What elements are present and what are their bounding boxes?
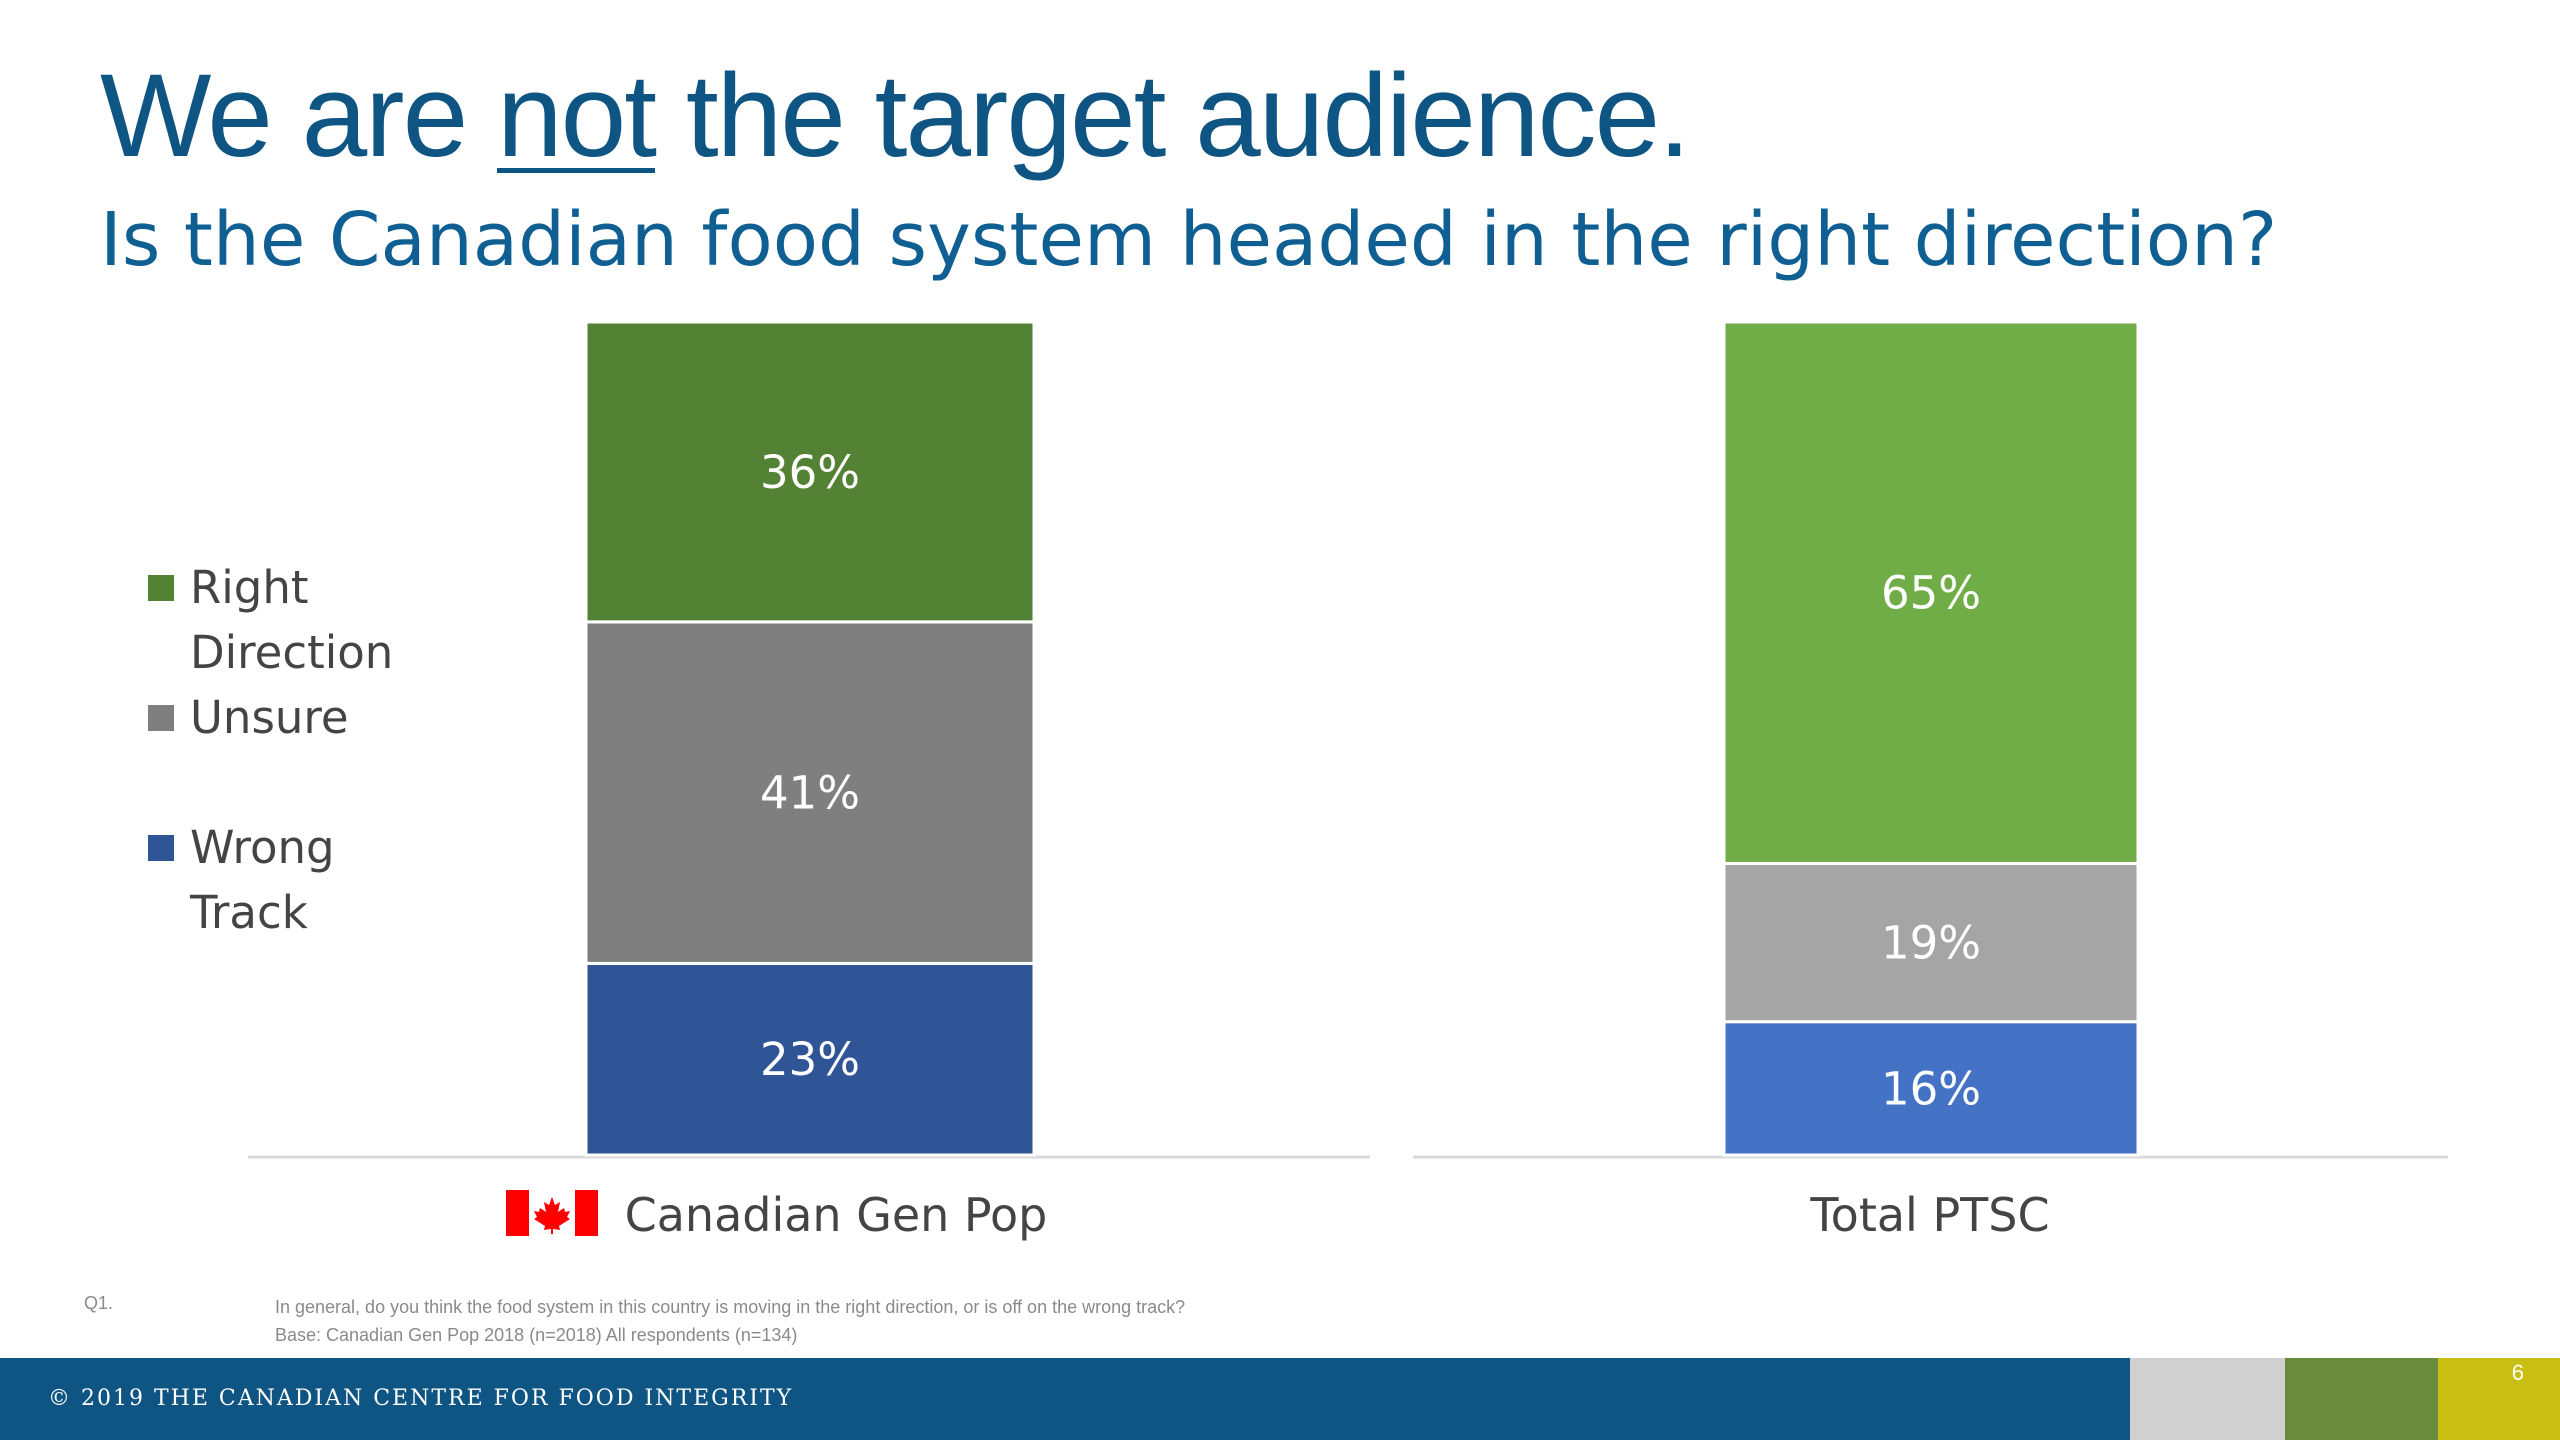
slide-title: We are not the target audience.	[100, 50, 1691, 182]
legend-label: Right Direction	[190, 561, 394, 679]
stacked-bar-chart: 23% 41% 36% Canadian Gen Pop 16% 19% 65% Total …	[248, 320, 2448, 1242]
title-emphasis: not	[496, 50, 657, 182]
title-post: the target audience.	[655, 50, 1691, 182]
footer-bar: © 2019 THE CANADIAN CENTRE FOR FOOD INTE…	[0, 1358, 2560, 1440]
footer-green-band	[2285, 1358, 2438, 1440]
footnote-question: In general, do you think the food system…	[275, 1297, 1186, 1317]
category-label: Total PTSC	[1809, 1188, 2049, 1242]
bar-segment-unsure	[584, 620, 1036, 965]
data-label-wrong-track: 16%	[1881, 1062, 1981, 1115]
bar-segment-wrong-track	[584, 961, 1036, 1157]
legend-swatch	[148, 705, 174, 731]
data-label-unsure: 19%	[1881, 917, 1981, 970]
legend-swatch	[148, 575, 174, 601]
legend-label: Wrong Track	[190, 821, 335, 939]
footer-main-band	[0, 1358, 2130, 1440]
bar-segment-right-direction	[584, 320, 1036, 624]
legend-label: Unsure	[190, 691, 349, 744]
canada-flag-icon	[506, 1190, 598, 1236]
page-number: 6	[2511, 1360, 2524, 1385]
footer-yellow-band	[2438, 1358, 2560, 1440]
footnote: In general, do you think the food system…	[275, 1293, 1185, 1349]
data-label-right-direction: 65%	[1881, 567, 1981, 620]
footer-copyright: © 2019 THE CANADIAN CENTRE FOR FOOD INTE…	[48, 1386, 794, 1411]
data-label-unsure: 41%	[760, 767, 860, 820]
title-pre: We are	[100, 50, 497, 182]
bar-segment-wrong-track	[1722, 1020, 2140, 1157]
footer-grey-band	[2130, 1358, 2285, 1440]
legend-swatch	[148, 835, 174, 861]
category-label: Canadian Gen Pop	[625, 1188, 1048, 1242]
bar-segment-unsure	[1722, 861, 2140, 1024]
slide-subtitle: Is the Canadian food system headed in th…	[100, 197, 2278, 283]
data-label-wrong-track: 23%	[760, 1033, 860, 1086]
footnote-base: Base: Canadian Gen Pop 2018 (n=2018) All…	[275, 1325, 798, 1345]
data-label-right-direction: 36%	[760, 446, 860, 499]
footnote-question-id: Q1.	[84, 1293, 114, 1313]
bar-segment-right-direction	[1722, 320, 2140, 865]
